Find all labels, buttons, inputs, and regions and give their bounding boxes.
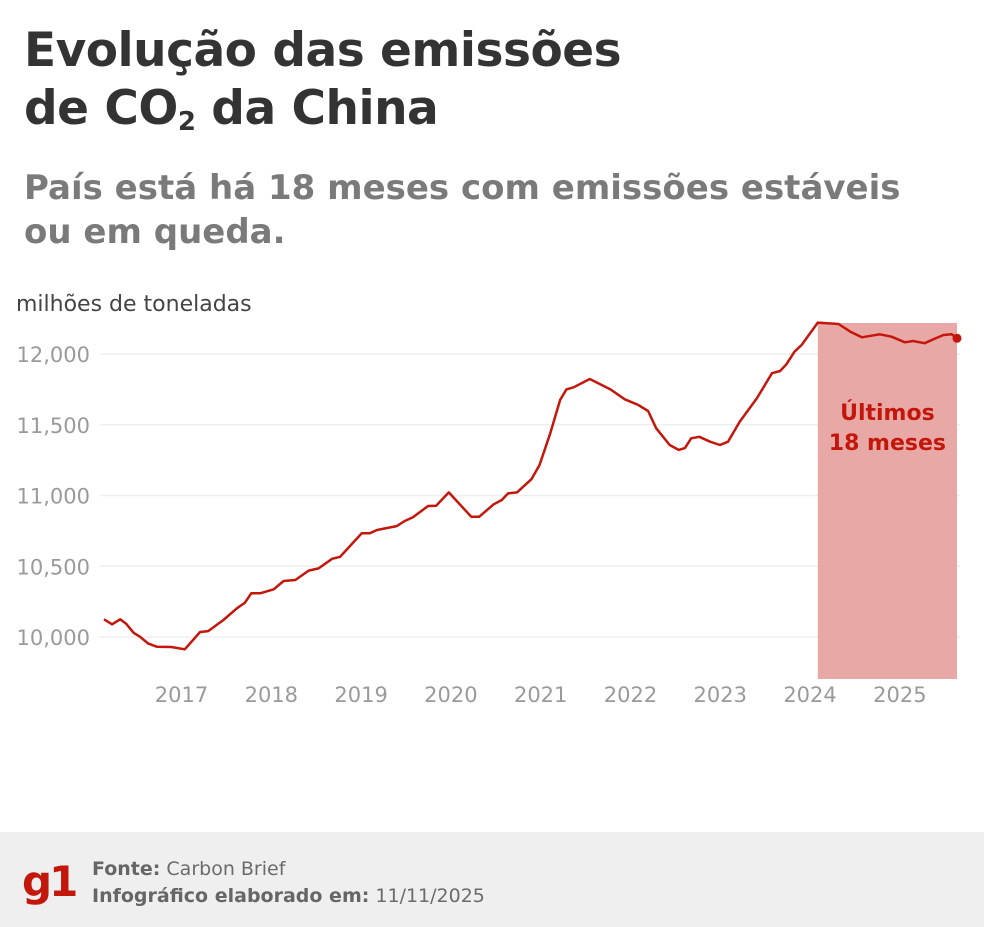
chart-title: Evolução das emissões de CO2 da China xyxy=(24,22,622,151)
highlight-band xyxy=(817,323,957,679)
y-tick-label: 11,500 xyxy=(17,414,90,438)
highlight-label-line2: 18 meses xyxy=(829,431,946,456)
source-value: Carbon Brief xyxy=(166,858,286,880)
title-line-1: Evolução das emissões xyxy=(24,23,622,78)
y-tick-label: 10,000 xyxy=(17,626,90,650)
x-tick-label: 2020 xyxy=(424,683,477,707)
x-tick-label: 2018 xyxy=(245,683,298,707)
x-tick-label: 2024 xyxy=(783,683,836,707)
x-tick-label: 2017 xyxy=(155,683,208,707)
x-tick-label: 2023 xyxy=(694,683,747,707)
y-tick-label: 11,000 xyxy=(17,485,90,509)
made-value: 11/11/2025 xyxy=(375,885,485,907)
title-line-2-pre: de CO xyxy=(24,81,178,136)
highlight-label-line1: Últimos xyxy=(840,400,935,426)
source-block: Fonte: Carbon Brief Infográfico elaborad… xyxy=(92,856,485,910)
chart-subtitle: País está há 18 meses com emissões estáv… xyxy=(24,168,901,252)
source-label: Fonte: xyxy=(92,858,161,880)
line-chart: 10,000 10,500 11,000 11,500 12,000 Últimos 18 … xyxy=(17,321,962,707)
made-label: Infográfico elaborado em: xyxy=(92,885,370,907)
end-point-marker xyxy=(952,333,962,343)
y-axis-label: milhões de toneladas xyxy=(16,292,252,317)
y-tick-label: 12,000 xyxy=(17,343,90,367)
x-tick-label: 2021 xyxy=(514,683,567,707)
y-tick-label: 10,500 xyxy=(17,555,90,579)
footer: g1 Fonte: Carbon Brief Infográfico elabo… xyxy=(0,832,984,927)
x-tick-label: 2022 xyxy=(604,683,657,707)
title-line-2-post: da China xyxy=(195,81,439,136)
emissions-line xyxy=(103,321,958,651)
title-subscript: 2 xyxy=(177,107,196,137)
x-tick-label: 2019 xyxy=(334,683,387,707)
x-tick-label: 2025 xyxy=(873,683,926,707)
g1-logo: g1 xyxy=(22,857,78,906)
